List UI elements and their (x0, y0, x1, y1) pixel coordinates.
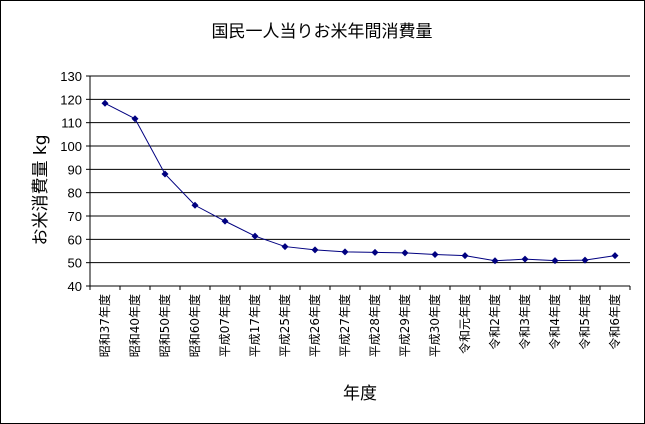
x-tick-label: 令和元年度 (457, 294, 472, 354)
x-tick-label: 昭和40年度 (127, 294, 142, 357)
y-axis-title: お米消費量 kg (31, 134, 51, 245)
y-tick-label: 80 (68, 186, 82, 201)
x-tick-labels: 昭和37年度 昭和40年度 昭和50年度 昭和60年度 平成07年度 平成17年度 平成25… (97, 294, 622, 357)
y-tick-label: 40 (68, 279, 82, 294)
x-tick-label: 昭和37年度 (97, 294, 112, 357)
y-tick-label: 130 (60, 69, 82, 84)
y-tick-label: 90 (68, 162, 82, 177)
data-point (131, 115, 139, 123)
data-point (191, 201, 199, 209)
data-point (461, 252, 469, 260)
y-tick-label: 50 (68, 256, 82, 271)
axes (86, 75, 631, 290)
data-point (551, 257, 559, 265)
y-tick-label: 60 (68, 232, 82, 247)
x-tick-label: 令和2年度 (487, 294, 502, 350)
data-point (221, 217, 229, 225)
data-point (251, 232, 259, 240)
data-point (371, 248, 379, 256)
x-tick-label: 平成30年度 (427, 294, 442, 357)
x-tick-label: 令和4年度 (547, 294, 562, 350)
series-line (101, 99, 619, 265)
data-point (611, 252, 619, 260)
data-point (161, 170, 169, 178)
y-tick-label: 70 (68, 209, 82, 224)
data-point (101, 99, 109, 107)
x-tick-label: 平成27年度 (337, 294, 352, 357)
data-point (311, 246, 319, 254)
x-tick-label: 平成17年度 (247, 294, 262, 357)
x-tick-label: 昭和50年度 (157, 294, 172, 357)
data-point (581, 256, 589, 264)
series-polyline (104, 102, 616, 262)
x-tick-label: 令和3年度 (517, 294, 532, 350)
chart-title: 国民一人当りお米年間消費量 (212, 22, 433, 42)
x-tick-label: 平成28年度 (367, 294, 382, 357)
data-point (401, 249, 409, 257)
x-tick-label: 平成07年度 (217, 294, 232, 357)
x-tick-label: 昭和60年度 (187, 294, 202, 357)
data-point (521, 255, 529, 263)
x-tick-label: 令和5年度 (577, 294, 592, 350)
x-tick-label: 平成29年度 (397, 294, 412, 357)
x-tick-label: 平成25年度 (277, 294, 292, 357)
y-tick-labels: 130 120 110 100 90 80 70 60 50 40 (60, 69, 82, 294)
x-axis-title: 年度 (343, 384, 377, 404)
data-point (341, 248, 349, 256)
x-tick-label: 令和6年度 (607, 294, 622, 350)
y-tick-label: 100 (60, 139, 82, 154)
grid-lines (90, 75, 630, 264)
x-tick-label: 平成26年度 (307, 294, 322, 357)
data-point (431, 251, 439, 258)
data-point (281, 243, 289, 251)
data-point (491, 257, 499, 265)
y-tick-label: 110 (61, 116, 82, 131)
y-tick-label: 120 (60, 92, 82, 107)
